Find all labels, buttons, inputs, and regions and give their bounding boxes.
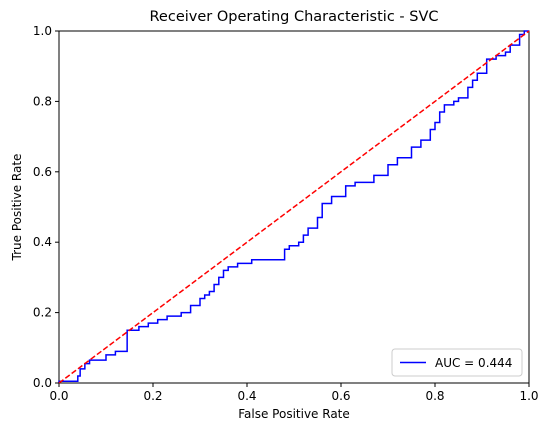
x-tick-label: 0.2	[143, 389, 162, 403]
chart-title: Receiver Operating Characteristic - SVC	[150, 9, 439, 25]
y-axis-label: True Positive Rate	[10, 154, 24, 262]
y-tick-label: 0.2	[33, 306, 52, 320]
x-axis-label: False Positive Rate	[238, 407, 350, 421]
legend-entry-auc: AUC = 0.444	[435, 356, 512, 370]
roc-curve-line	[58, 30, 529, 383]
x-tick-label: 1.0	[519, 389, 538, 403]
y-tick-label: 1.0	[33, 24, 52, 38]
chance-diagonal-line	[58, 30, 530, 384]
x-tick-label: 0.6	[331, 389, 350, 403]
y-tick-label: 0.6	[33, 165, 52, 179]
x-tick-label: 0.4	[237, 389, 256, 403]
x-tick-label: 0.8	[425, 389, 444, 403]
legend-box	[391, 348, 523, 377]
plot-area	[58, 30, 530, 384]
x-axis-ticks: 0.0 0.2 0.4 0.6 0.8 1.0	[49, 383, 539, 403]
y-tick-label: 0.4	[33, 235, 52, 249]
y-tick-label: 0.0	[33, 376, 52, 390]
series-layer	[58, 30, 530, 384]
legend: AUC = 0.444	[391, 348, 523, 377]
y-tick-label: 0.8	[33, 94, 52, 108]
y-axis-ticks: 0.0 0.2 0.4 0.6 0.8 1.0	[33, 24, 59, 390]
x-tick-label: 0.0	[49, 389, 68, 403]
